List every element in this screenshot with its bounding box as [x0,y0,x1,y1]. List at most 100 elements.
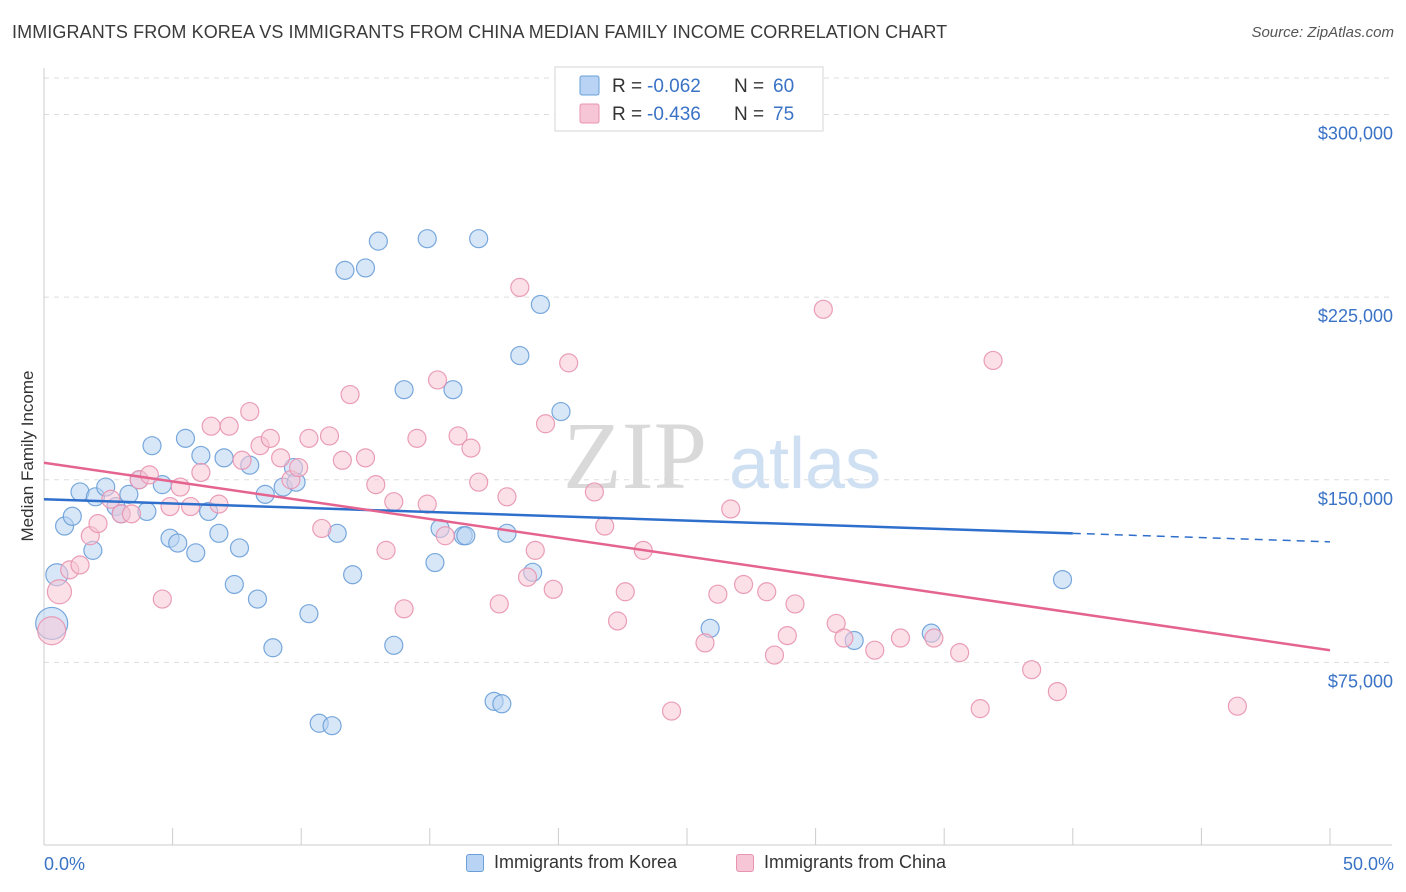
china-point [121,504,142,524]
watermark-atlas: atlas [729,424,881,504]
stats-n-value: 60 [773,76,794,97]
grid-lines [44,77,1392,663]
stats-n-label: N = [734,76,764,97]
korea-point [299,604,319,624]
china-point [615,582,635,602]
legend-item-china[interactable]: Immigrants from China [736,852,946,873]
china-point [366,475,386,495]
korea-points [35,229,1073,736]
china-point [510,277,530,298]
korea-point [168,533,188,553]
china-point [355,448,376,468]
korea-point [456,526,476,546]
china-point [489,594,509,614]
legend-item-korea[interactable]: Immigrants from Korea [466,852,677,873]
korea-point [229,538,250,558]
korea-point [247,589,268,609]
china-point [777,625,797,646]
axes [43,68,1392,846]
china-point [950,643,970,663]
china-point [890,628,911,648]
stats-r-label: R = [612,104,642,125]
china-point [160,496,180,517]
china-point [88,513,108,534]
china-point [435,526,455,546]
china-point [70,555,90,575]
korea-point [209,523,229,543]
korea-point [175,428,196,448]
korea-point [224,574,244,595]
china-point [559,353,579,373]
legend-label-korea: Immigrants from Korea [494,852,678,872]
korea-point [119,484,139,504]
china-point [970,699,990,719]
stats-legend-box [554,66,824,132]
china-points [37,277,1248,721]
watermark: ZIP atlas [563,402,881,509]
korea-point [142,436,162,456]
y-tick-label: $300,000 [1318,124,1393,144]
china-point [543,579,563,599]
china-point [299,428,319,448]
korea-point [62,506,82,526]
x-axis-tick-labels: 0.0% 50.0% [44,854,1394,874]
china-point [340,384,360,405]
china-point [417,494,437,514]
korea-point [443,380,463,400]
korea-point [492,694,512,714]
korea-point [368,231,388,251]
china-point [407,428,427,448]
stats-legend-swatch-korea [579,75,600,96]
korea-point [425,552,445,573]
y-tick-label: $150,000 [1318,489,1393,509]
korea-point [469,229,489,249]
y-axis-tick-labels: $75,000 $150,000 $225,000 $300,000 [1318,124,1393,692]
china-point [319,426,340,446]
korea-trend-extension [1072,532,1331,543]
china-point [394,599,414,619]
china-point [525,540,545,560]
china-point [721,499,741,519]
china-point [461,438,481,458]
korea-point [394,380,414,400]
china-point [497,487,517,507]
korea-point [417,229,437,249]
china-point [232,450,252,470]
korea-trend-line [43,497,1073,535]
china-point [191,462,211,483]
stats-r-value: -0.062 [647,76,701,97]
china-point [764,645,785,665]
china-point [757,582,777,602]
korea-point [551,401,571,422]
legend-swatch-china [736,853,754,872]
china-point [924,628,944,648]
korea-point [497,523,517,543]
china-point [37,616,67,646]
korea-point [384,635,404,655]
watermark-zip: ZIP [563,402,707,509]
x-tick-label: 50.0% [1343,854,1394,874]
china-point [695,633,715,653]
korea-point [1052,569,1073,590]
china-point [260,428,280,448]
china-point [448,426,468,446]
china-point [535,414,556,434]
china-trend-line [43,461,1331,652]
china-point [661,701,682,721]
china-point [785,594,805,614]
stats-r-label: R = [612,76,642,97]
korea-point [186,543,206,563]
china-point [607,611,628,631]
korea-point [343,565,363,585]
china-point [152,589,172,609]
korea-point [322,716,342,736]
korea-point [191,445,211,466]
source-label: Source: ZipAtlas.com [1251,24,1394,41]
korea-point [510,345,530,366]
china-point [584,482,605,502]
china-point [139,465,160,485]
series-legend: Immigrants from Korea Immigrants from Ch… [0,852,1406,878]
china-point [376,540,396,560]
china-point [427,370,448,390]
